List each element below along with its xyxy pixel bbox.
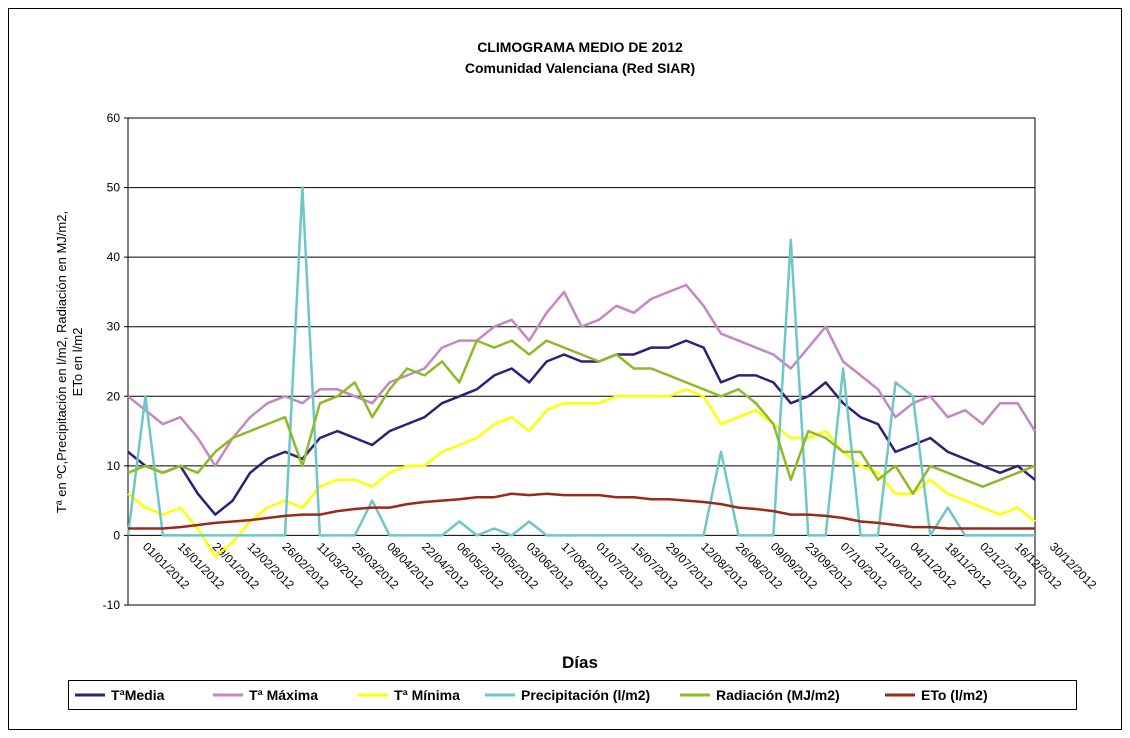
legend-label: Tª Mínima (394, 687, 460, 703)
y-tick-label: -10 (103, 598, 121, 612)
y-tick-label: 40 (107, 250, 121, 264)
series-line (127, 339, 1036, 516)
legend-label: ETo (l/m2) (921, 687, 988, 703)
plot-frame (127, 117, 1036, 606)
legend-label: TªMedia (111, 687, 165, 703)
y-axis-label: ETo en l/m2 (70, 328, 85, 397)
chart-frame (8, 8, 1122, 730)
chart-title: CLIMOGRAMA MEDIO DE 2012 (477, 39, 683, 55)
legend-label: Precipitación (l/m2) (521, 687, 650, 703)
series-line (127, 283, 1037, 468)
series-line (127, 339, 1036, 495)
y-tick-label: 20 (107, 389, 121, 403)
series-line (126, 186, 1035, 537)
y-tick-label: 50 (107, 181, 121, 195)
y-tick-label: 30 (107, 320, 121, 334)
y-tick-label: 10 (107, 459, 121, 473)
x-axis-label: Días (562, 653, 598, 672)
y-axis-label: Tª en ºC,Precipitación en l/m2, Radiació… (54, 211, 69, 513)
y-tick-label: 0 (113, 528, 120, 542)
series-line (128, 492, 1035, 530)
y-tick-label: 60 (107, 111, 121, 125)
legend-label: Radiación (MJ/m2) (716, 687, 840, 703)
legend-label: Tª Máxima (249, 687, 318, 703)
chart-subtitle: Comunidad Valenciana (Red SIAR) (465, 60, 695, 76)
